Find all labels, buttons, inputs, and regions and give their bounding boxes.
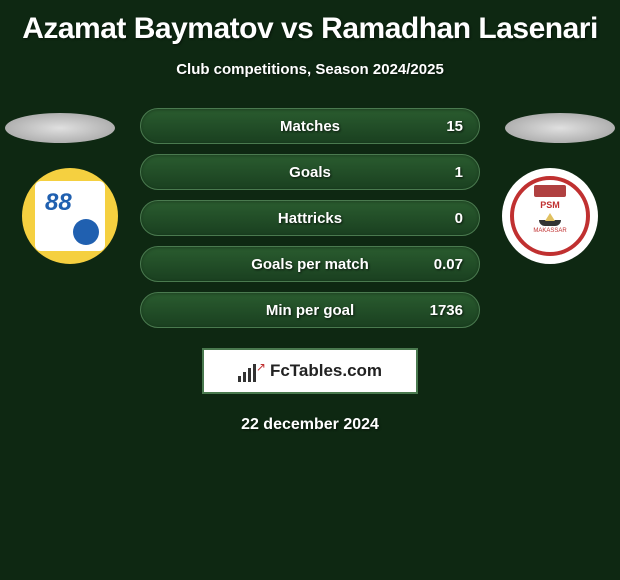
page-subtitle: Club competitions, Season 2024/2025 [0, 61, 620, 78]
stat-bar-goals-per-match: Goals per match 0.07 [140, 246, 480, 282]
brick-icon [534, 185, 566, 197]
stat-bar-min-per-goal: Min per goal 1736 [140, 292, 480, 328]
stat-right-value: 15 [446, 118, 463, 135]
team-right-sub: MAKASSAR [533, 228, 566, 234]
team-logo-right: PSM MAKASSAR [502, 168, 598, 264]
stat-right-value: 0 [455, 210, 463, 227]
team-right-name: PSM [540, 200, 560, 210]
chart-icon: ↗ [238, 360, 264, 382]
arrow-icon: ↗ [256, 360, 266, 374]
stat-bar-hattricks: Hattricks 0 [140, 200, 480, 236]
team-logo-left-inner: 88 [35, 181, 105, 251]
stat-right-value: 1 [455, 164, 463, 181]
stat-label: Min per goal [266, 302, 354, 319]
stat-label: Hattricks [278, 210, 342, 227]
stat-bar-goals: Goals 1 [140, 154, 480, 190]
stat-label: Goals per match [251, 256, 369, 273]
brand-box[interactable]: ↗ FcTables.com [202, 348, 418, 394]
stat-bars: Matches 15 Goals 1 Hattricks 0 Goals per… [140, 108, 480, 328]
date-text: 22 december 2024 [0, 416, 620, 434]
soccer-ball-icon [73, 219, 99, 245]
boat-icon [535, 212, 565, 226]
brand-text: FcTables.com [270, 361, 382, 381]
content-area: 88 PSM MAKASSAR Matches 15 Goals 1 Hattr… [0, 108, 620, 434]
stat-right-value: 0.07 [434, 256, 463, 273]
stat-right-value: 1736 [430, 302, 463, 319]
stat-bar-matches: Matches 15 [140, 108, 480, 144]
team-left-number: 88 [45, 189, 72, 217]
page-title: Azamat Baymatov vs Ramadhan Lasenari [0, 0, 620, 46]
player-shadow-left [5, 113, 115, 143]
team-logo-right-inner: PSM MAKASSAR [510, 176, 590, 256]
team-logo-left: 88 [22, 168, 118, 264]
stat-label: Goals [289, 164, 331, 181]
player-shadow-right [505, 113, 615, 143]
stat-label: Matches [280, 118, 340, 135]
